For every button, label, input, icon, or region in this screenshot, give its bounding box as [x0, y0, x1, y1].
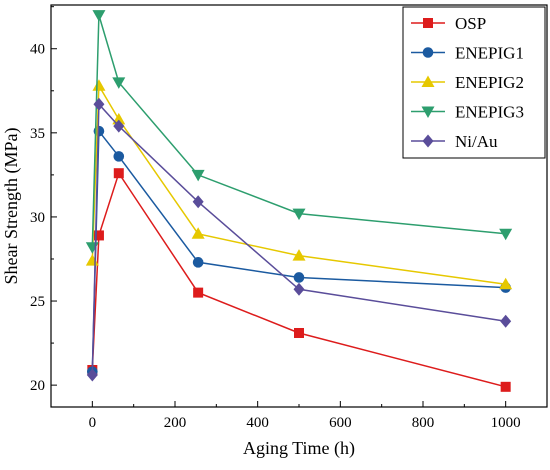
axes-layer: 0 200 400 600 800 1000 20 25 30 35 40 [30, 6, 521, 431]
x-tick-label: 600 [329, 415, 352, 431]
legend-marker [421, 106, 435, 118]
series-line [91, 83, 506, 285]
x-tick-label: 0 [89, 415, 97, 431]
data-point [292, 249, 306, 261]
series-line [91, 102, 506, 376]
series-line [91, 14, 506, 248]
legend-marker [422, 134, 434, 148]
data-point [500, 381, 511, 392]
data-point [192, 195, 204, 209]
legend-label: OSP [455, 14, 486, 33]
legend-marker [421, 75, 435, 87]
legend-marker [422, 47, 434, 58]
data-point [86, 368, 98, 382]
data-point [294, 327, 304, 338]
x-axis-title: Aging Time (h) [243, 438, 355, 459]
x-tick-label: 800 [412, 415, 435, 431]
data-point [191, 169, 205, 182]
legend-label: Ni/Au [455, 132, 498, 151]
data-point [293, 272, 305, 283]
data-point [113, 119, 125, 133]
x-tick-label: 200 [164, 415, 187, 431]
x-tick-label: 400 [246, 415, 269, 431]
y-tick-label: 40 [30, 42, 45, 58]
data-point [499, 277, 513, 290]
data-point [112, 77, 126, 89]
series-5 [86, 97, 512, 382]
y-tick-label: 20 [30, 378, 45, 394]
series-3 [85, 79, 513, 290]
data-point [113, 151, 125, 162]
x-tick-label: 1000 [491, 415, 521, 431]
y-axis-title: Shear Strength (MPa) [1, 128, 22, 285]
y-tick-label: 30 [30, 210, 45, 226]
series-4 [85, 10, 513, 254]
data-point [92, 10, 106, 22]
data-point [192, 257, 204, 268]
data-point [113, 168, 124, 179]
series-layer [85, 10, 513, 392]
data-point [499, 228, 513, 241]
legend-label: ENEPIG2 [455, 73, 524, 92]
legend-label: ENEPIG1 [455, 44, 524, 63]
y-tick-label: 25 [30, 294, 45, 310]
data-point [92, 79, 106, 91]
legend-marker [423, 18, 433, 28]
data-point [191, 227, 205, 239]
data-point [93, 230, 104, 241]
data-point [500, 314, 512, 328]
legend-label: ENEPIG3 [455, 103, 524, 122]
data-point [292, 208, 306, 221]
y-tick-label: 35 [30, 126, 45, 142]
series-line [91, 171, 506, 388]
data-point [93, 97, 105, 111]
data-point [193, 287, 204, 298]
legend: OSP ENEPIG1 ENEPIG2 ENEPIG3 Ni/Au [402, 6, 546, 159]
data-point [293, 282, 305, 296]
